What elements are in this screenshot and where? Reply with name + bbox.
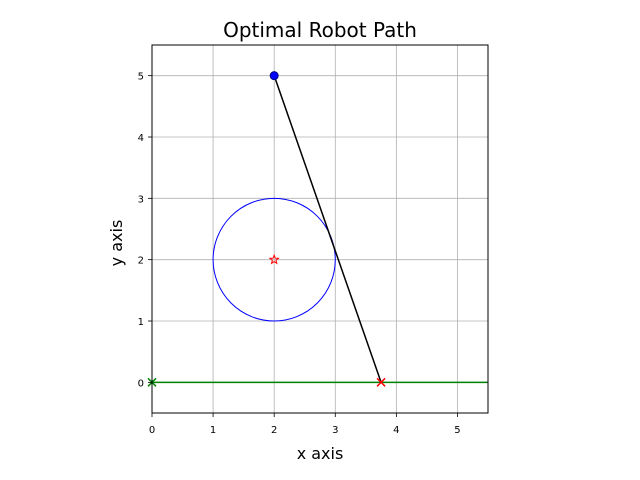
x-tick-label: 1 [210, 425, 216, 436]
obstacle-circle [212, 197, 336, 322]
x-tick-label: 5 [454, 425, 460, 436]
x-axis-label: x axis [297, 444, 344, 463]
axis-ticks: 0 1 2 3 4 5 0 1 2 3 4 5 [138, 72, 461, 436]
x-tick-label: 4 [393, 425, 399, 436]
plot-frame [151, 44, 489, 414]
circle-center-star [268, 253, 280, 265]
y-tick-label: 2 [138, 256, 144, 267]
y-tick-label: 4 [138, 133, 144, 144]
grid [151, 45, 488, 413]
y-tick-label: 3 [138, 194, 144, 205]
y-tick-label: 5 [138, 72, 144, 83]
end-point-marker [376, 377, 386, 387]
plot-area [147, 71, 488, 387]
robot-path-line [273, 75, 382, 383]
x-tick-label: 0 [149, 425, 155, 436]
start-point-marker [269, 71, 279, 81]
y-tick-label: 1 [138, 317, 144, 328]
chart-title: Optimal Robot Path [223, 18, 417, 42]
y-tick-label: 0 [138, 378, 144, 389]
x-tick-label: 3 [332, 425, 338, 436]
y-axis-label: y axis [107, 220, 126, 267]
x-tick-label: 2 [271, 425, 277, 436]
